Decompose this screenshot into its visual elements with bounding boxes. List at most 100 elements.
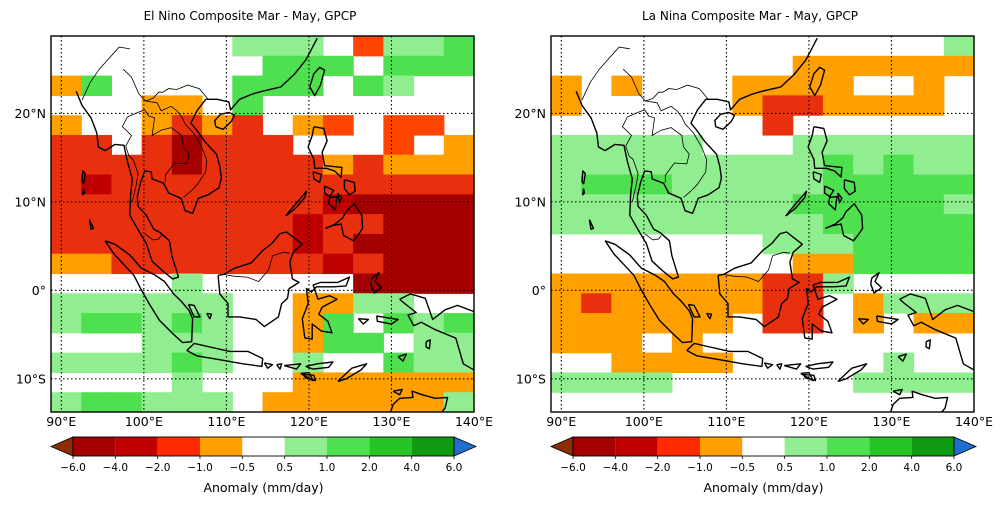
coastline	[82, 188, 86, 196]
grid-cell	[943, 313, 975, 334]
grid-cell	[822, 55, 854, 77]
grid-cell	[943, 253, 975, 275]
colorbar-frame	[572, 436, 955, 457]
grid-cell	[671, 174, 703, 195]
country-border	[639, 109, 690, 183]
colorbar-tick-label: 4.0	[403, 462, 420, 474]
grid-cell	[443, 194, 475, 215]
grid-cell	[551, 313, 582, 334]
grid-cell	[383, 352, 415, 374]
grid-cell	[913, 372, 945, 393]
grid-cell	[51, 134, 82, 156]
grid-cell	[611, 134, 643, 156]
grid-cell	[232, 75, 264, 96]
map-frame	[550, 35, 975, 413]
grid-cell	[551, 95, 582, 116]
grid-cell	[202, 233, 233, 255]
colorbar-tick-label: −6.0	[560, 462, 586, 474]
grid-cell	[111, 214, 143, 235]
grid-cell	[232, 233, 264, 255]
colorbar-tick-label: −1.0	[187, 462, 213, 474]
grid-cell	[262, 154, 294, 176]
grid-cell	[232, 194, 264, 215]
coastline	[784, 363, 802, 370]
grid-cell	[641, 134, 673, 156]
grid-cell	[232, 115, 264, 136]
grid-cell	[611, 194, 643, 215]
grid-cell	[141, 154, 173, 176]
coastline	[397, 353, 407, 362]
grid-cell	[443, 253, 475, 275]
grid-cell	[853, 174, 884, 195]
panel-title: La Nina Composite Mar - May, GPCP	[642, 9, 858, 23]
lon-label: 100°E	[625, 414, 663, 429]
grid-cell	[913, 154, 945, 176]
grid-cell	[913, 75, 945, 96]
grid-cell	[671, 154, 703, 176]
grid-cell	[171, 115, 203, 136]
grid-cell	[581, 154, 613, 176]
coastline	[300, 371, 314, 382]
grid-cell	[822, 75, 854, 96]
grid-cell	[51, 174, 82, 195]
panel-title: El Nino Composite Mar - May, GPCP	[143, 9, 357, 23]
grid-cell	[702, 174, 733, 195]
coastline	[328, 195, 338, 211]
grid-cell	[671, 352, 703, 374]
coastline	[399, 293, 474, 371]
grid-cell	[353, 392, 384, 413]
grid-cell	[262, 253, 294, 275]
grid-cell	[581, 293, 613, 314]
lat-label: 0°	[532, 283, 546, 298]
country-border	[121, 111, 140, 202]
coastline	[343, 179, 356, 196]
grid-cell	[792, 75, 824, 96]
grid-cell	[353, 154, 384, 176]
grid-cell	[413, 352, 445, 374]
grid-cell	[913, 95, 945, 116]
coastline	[337, 192, 343, 204]
country-border	[139, 109, 190, 183]
country-border	[581, 46, 630, 101]
grid-cell	[292, 332, 324, 354]
coastline	[325, 203, 364, 242]
grid-cell	[51, 352, 82, 374]
coastline	[187, 303, 201, 318]
coastline	[687, 303, 701, 318]
el-nino-map: 20°N 10°N 0° 10°S 90°E 100°E 110°E 120°E 130°E 14…	[14, 35, 493, 429]
coastline	[843, 179, 856, 196]
grid-cell	[443, 214, 475, 235]
grid-cell	[413, 313, 445, 334]
coastline	[889, 390, 949, 412]
grid-cell	[732, 75, 764, 96]
colorbar-tick-label: 2.0	[361, 462, 378, 474]
grid-cell	[883, 174, 915, 195]
grid-cell	[353, 214, 384, 235]
grid-cell	[232, 154, 264, 176]
grid-cell	[581, 273, 613, 294]
grid-cell	[611, 273, 643, 294]
coastline	[312, 171, 322, 184]
grid-cell	[232, 36, 264, 57]
coastline	[582, 188, 586, 196]
lon-label: 110°E	[207, 414, 245, 429]
grid-cell	[702, 154, 733, 176]
grid-cell	[353, 253, 384, 275]
grid-cell	[883, 372, 915, 393]
grid-cell	[322, 115, 354, 136]
grid-cell	[732, 214, 764, 235]
grid-cell	[641, 273, 673, 294]
grid-cell	[551, 154, 582, 176]
grid-cell	[202, 392, 233, 413]
colorbar-segment	[411, 437, 454, 456]
coastline	[206, 312, 213, 320]
grid-cell	[641, 174, 673, 195]
grid-cell	[853, 372, 884, 393]
grid-cell	[262, 214, 294, 235]
grid-cell	[551, 75, 582, 96]
grid-cell	[171, 313, 203, 334]
grid-cell	[171, 95, 203, 116]
coastline	[801, 276, 851, 340]
coastline	[81, 170, 86, 185]
grid-cell	[413, 214, 445, 235]
